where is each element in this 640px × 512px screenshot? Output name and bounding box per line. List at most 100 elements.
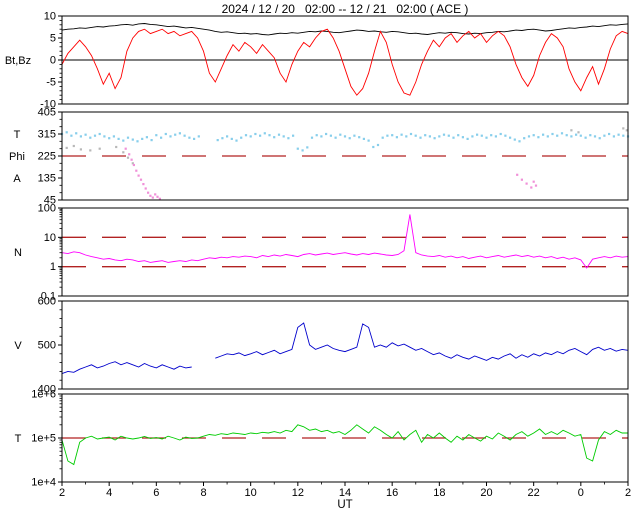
axis-label: N: [14, 247, 22, 259]
point-phi-angle: [301, 149, 304, 152]
point-phi-angle: [343, 135, 347, 138]
point-phi-angle: [65, 131, 68, 134]
point-phi-sector: [154, 193, 157, 196]
point-phi-sector: [149, 194, 152, 197]
point-phi-angle: [254, 132, 257, 136]
point-phi-angle: [108, 137, 111, 140]
point-phi-angle: [268, 134, 271, 137]
panel-border: [61, 207, 629, 297]
axis-label: V: [14, 340, 22, 352]
point-phi-angle: [617, 133, 620, 136]
point-phi-angle: [244, 134, 248, 137]
x-tick-label: 22: [528, 487, 540, 499]
point-phi-angle: [112, 135, 115, 138]
point-phi-angle: [513, 138, 516, 141]
point-phi-sector: [516, 173, 519, 176]
point-phi-secondary: [72, 144, 75, 148]
point-phi-angle: [164, 132, 167, 136]
y-tick-label: -10: [40, 99, 56, 111]
x-tick-label: 8: [200, 487, 206, 499]
point-phi-sector: [124, 147, 127, 150]
point-phi-secondary: [122, 151, 125, 154]
series-Bz: [61, 28, 629, 96]
point-phi-angle: [499, 132, 502, 136]
point-phi-angle: [428, 135, 431, 138]
point-phi-angle: [183, 134, 186, 137]
y-tick-label: 1e+5: [31, 433, 56, 445]
point-phi-angle: [395, 136, 398, 139]
point-phi-angle: [414, 134, 417, 137]
y-tick-label: 100: [38, 203, 56, 215]
point-phi-angle: [527, 135, 531, 138]
point-phi-angle: [494, 135, 497, 138]
point-phi-angle: [353, 134, 356, 137]
point-phi-angle: [509, 136, 512, 139]
point-phi-angle: [537, 136, 540, 139]
x-tick-label: 12: [292, 487, 304, 499]
point-phi-angle: [560, 132, 564, 135]
point-phi-angle: [608, 132, 611, 136]
point-phi-angle: [598, 137, 601, 140]
point-phi-angle: [532, 134, 535, 137]
point-phi-secondary: [79, 148, 82, 151]
panel-speed: 600 500 400 V: [14, 296, 629, 396]
point-phi-secondary: [577, 131, 580, 134]
point-phi-secondary: [622, 127, 625, 130]
point-phi-sector: [158, 197, 161, 200]
point-phi-angle: [315, 134, 318, 137]
panel-temperature: 1e+6 1e+5 1e+4 T: [15, 389, 629, 489]
point-phi-angle: [405, 135, 408, 138]
point-phi-angle: [155, 134, 158, 137]
point-phi-sector: [135, 169, 138, 172]
point-phi-sector: [525, 182, 528, 185]
point-phi-angle: [197, 135, 200, 138]
x-tick-label: 6: [153, 487, 159, 499]
point-phi-angle: [518, 140, 521, 143]
series-N: [61, 214, 629, 269]
point-phi-angle: [381, 136, 384, 139]
point-phi-angle: [480, 134, 483, 137]
point-phi-angle: [174, 133, 177, 136]
y-tick-label: 225: [38, 151, 56, 163]
point-phi-angle: [575, 133, 578, 136]
point-phi-sector: [137, 174, 140, 177]
point-phi-angle: [447, 134, 450, 137]
point-phi-angle: [320, 135, 323, 138]
point-phi-angle: [306, 146, 309, 149]
point-phi-angle: [376, 143, 380, 147]
x-tick-label: 20: [480, 487, 492, 499]
point-phi-secondary: [65, 146, 68, 149]
point-phi-angle: [490, 134, 493, 137]
point-phi-angle: [400, 133, 403, 136]
point-phi-angle: [145, 136, 148, 139]
point-phi-sector: [130, 158, 133, 161]
point-phi-angle: [438, 135, 441, 138]
point-phi-angle: [131, 138, 134, 141]
axis-label: T: [15, 433, 22, 445]
point-phi-angle: [150, 139, 153, 142]
y-tick-label: 0.1: [41, 291, 56, 303]
x-tick-label: 2: [625, 487, 631, 499]
y-tick-label: 400: [38, 384, 56, 396]
point-phi-angle: [122, 139, 125, 142]
point-phi-angle: [348, 137, 351, 140]
x-tick-label: 2: [59, 487, 65, 499]
x-tick-label: 14: [339, 487, 351, 499]
point-phi-angle: [419, 136, 422, 139]
point-phi-angle: [622, 134, 625, 137]
point-phi-angle: [603, 134, 606, 137]
point-phi-angle: [551, 132, 554, 136]
point-phi-angle: [79, 135, 82, 138]
point-phi-angle: [221, 137, 224, 140]
point-phi-angle: [589, 134, 592, 137]
point-phi-angle: [579, 134, 582, 137]
y-tick-label: 45: [44, 195, 56, 207]
point-phi-secondary: [570, 129, 573, 132]
point-phi-secondary: [115, 145, 118, 149]
point-phi-angle: [504, 134, 507, 137]
axis-side-label: A: [13, 173, 21, 185]
point-phi-angle: [546, 135, 549, 138]
series-T: [61, 424, 628, 466]
